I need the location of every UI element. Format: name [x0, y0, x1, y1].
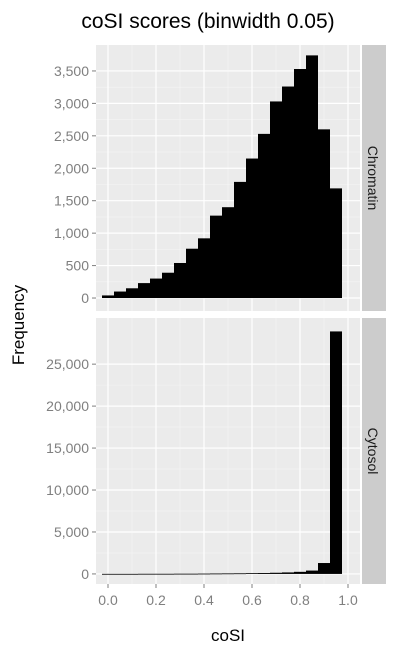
strip-background — [362, 45, 386, 311]
histogram-bar — [222, 573, 234, 575]
histogram-bar — [234, 181, 246, 299]
histogram-bar — [294, 571, 306, 574]
y-tick-label: 15,000 — [46, 440, 89, 456]
y-axis-ticks: 0 500 1,000 1,500 2,000 2,500 3,000 3,500 — [54, 63, 96, 306]
histogram-bar — [246, 158, 258, 299]
histogram-bar — [174, 262, 186, 299]
histogram-bar — [186, 573, 198, 575]
histogram-bar — [318, 129, 330, 299]
y-axis-ticks: 0 5,000 10,000 15,000 20,000 25,000 — [46, 356, 96, 582]
histogram-bar — [174, 573, 186, 575]
histogram-bar — [258, 133, 270, 299]
histogram-bar — [246, 573, 258, 574]
histogram-bar — [306, 55, 318, 299]
histogram-bar — [126, 288, 138, 299]
y-tick-label: 2,500 — [54, 128, 89, 144]
histogram-bar — [222, 207, 234, 299]
facet-label-chromatin: Chromatin — [365, 146, 381, 211]
y-tick-label: 0 — [81, 566, 89, 582]
histogram-bar — [114, 573, 126, 575]
histogram-bar — [210, 215, 222, 299]
chart-title: coSI scores (binwidth 0.05) — [81, 10, 334, 33]
y-tick-label: 3,500 — [54, 63, 89, 79]
histogram-bar — [138, 573, 150, 575]
histogram-bar — [270, 101, 282, 299]
y-axis-title: Frequency — [9, 284, 28, 365]
y-tick-label: 1,500 — [54, 193, 89, 209]
histogram-bars — [102, 55, 342, 299]
x-axis-ticks: 0.0 0.2 0.4 0.6 0.8 1.0 — [98, 584, 358, 608]
histogram-bar — [270, 572, 282, 574]
panel-chromatin: 0 500 1,000 1,500 2,000 2,500 3,000 3,500 Chrom… — [54, 45, 386, 311]
panel-cytosol: 0 5,000 10,000 15,000 20,000 25,000 Cytosol — [46, 318, 386, 584]
histogram-bar — [150, 573, 162, 575]
histogram-bar — [186, 248, 198, 299]
histogram-bar — [318, 563, 330, 574]
histogram-bar — [126, 573, 138, 575]
y-tick-label: 10,000 — [46, 482, 89, 498]
y-tick-label: 5,000 — [54, 524, 89, 540]
histogram-bar — [114, 291, 126, 299]
strip-background — [362, 318, 386, 584]
histogram-bar — [306, 570, 318, 574]
histogram-bar — [258, 573, 270, 574]
x-tick-label: 0.2 — [146, 592, 166, 608]
y-tick-label: 0 — [81, 290, 89, 306]
histogram-bar — [102, 295, 114, 299]
histogram-bar — [162, 272, 174, 299]
y-tick-label: 20,000 — [46, 398, 89, 414]
y-tick-label: 25,000 — [46, 356, 89, 372]
histogram-bar — [282, 572, 294, 574]
x-tick-label: 1.0 — [338, 592, 358, 608]
histogram-bar — [198, 238, 210, 299]
histogram-bar — [210, 573, 222, 575]
histogram-bars — [102, 331, 342, 575]
histogram-bar — [138, 283, 150, 299]
histogram-bar — [162, 573, 174, 575]
x-axis-title: coSI — [211, 626, 245, 645]
y-tick-label: 3,000 — [54, 95, 89, 111]
histogram-bar — [330, 188, 342, 299]
y-tick-label: 500 — [66, 258, 90, 274]
histogram-bar — [282, 86, 294, 299]
y-tick-label: 2,000 — [54, 160, 89, 176]
x-tick-label: 0.0 — [98, 592, 118, 608]
x-tick-label: 0.4 — [194, 592, 214, 608]
facet-label-cytosol: Cytosol — [365, 428, 381, 475]
histogram-bar — [330, 331, 342, 574]
y-tick-label: 1,000 — [54, 225, 89, 241]
histogram-bar — [150, 278, 162, 299]
x-tick-label: 0.6 — [242, 592, 262, 608]
histogram-bar — [102, 573, 114, 575]
histogram-bar — [198, 573, 210, 575]
histogram-bar — [294, 69, 306, 299]
x-tick-label: 0.8 — [290, 592, 310, 608]
histogram-bar — [234, 573, 246, 575]
